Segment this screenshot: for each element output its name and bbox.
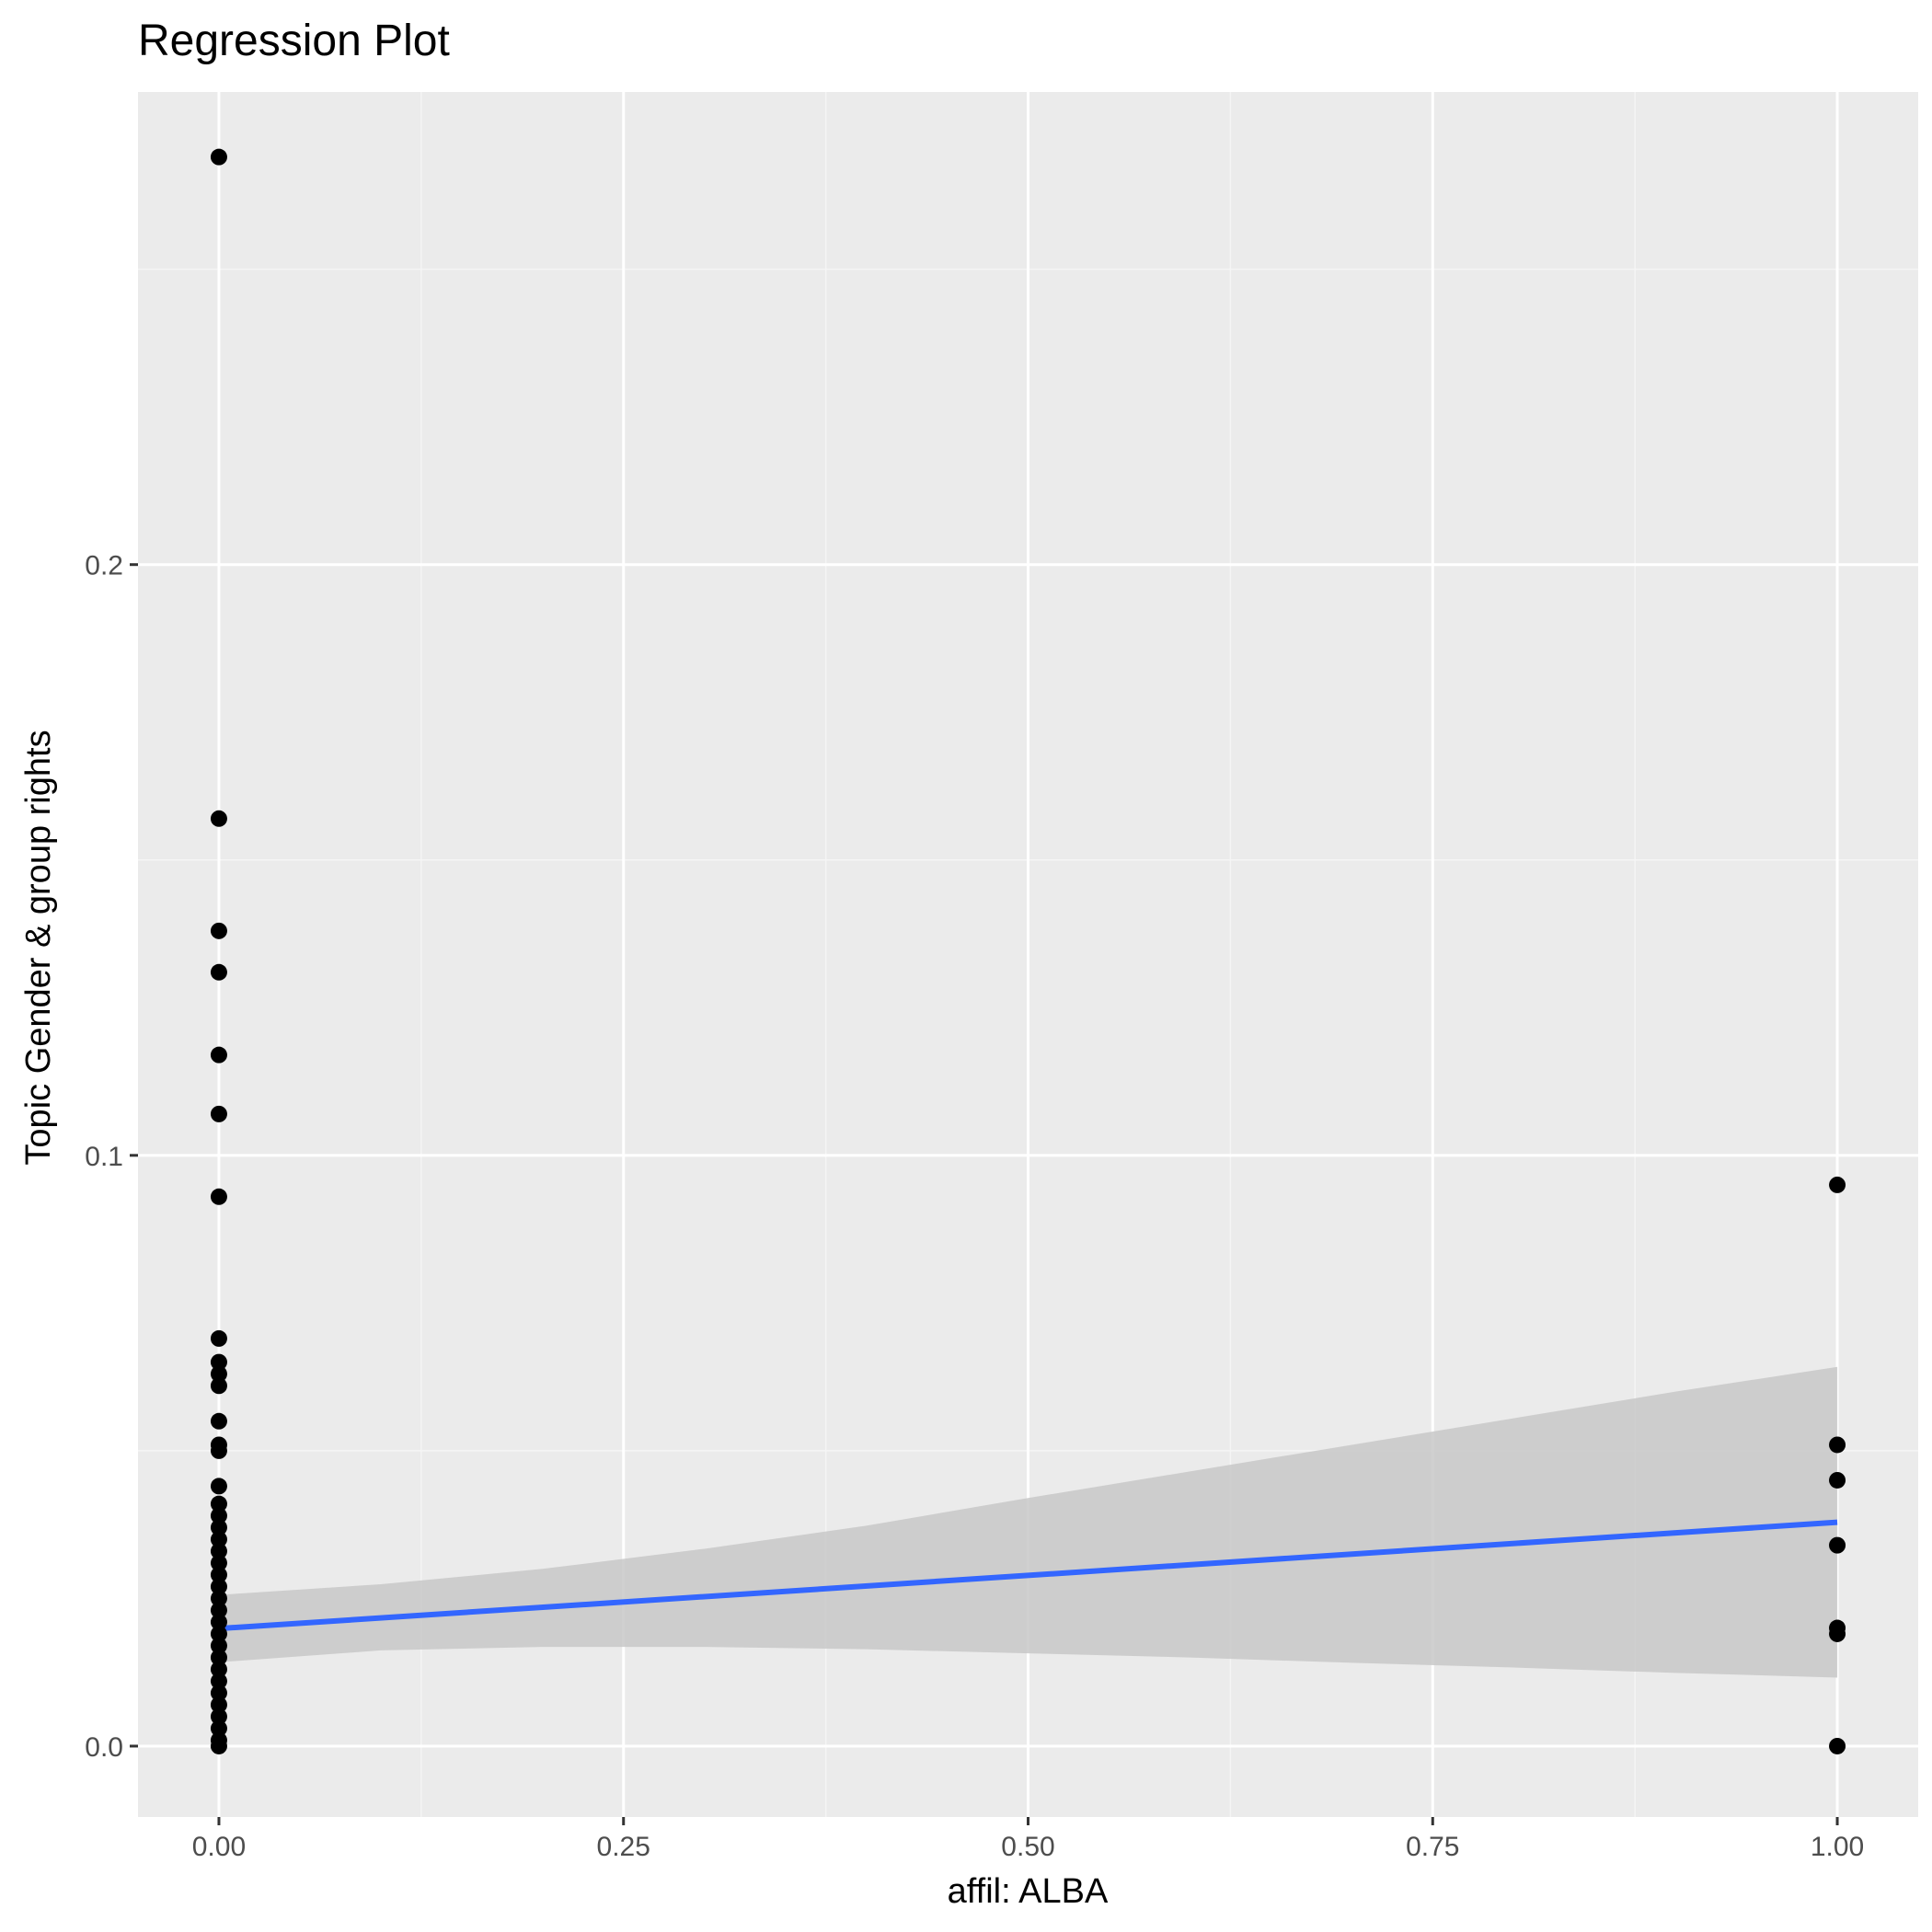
x-tick-label: 0.25: [597, 1832, 650, 1862]
data-points: [210, 148, 1846, 1754]
data-point: [210, 1046, 227, 1064]
y-tick-label: 0.1: [85, 1142, 123, 1172]
data-point: [210, 1377, 227, 1395]
data-point: [210, 1696, 227, 1713]
data-point: [210, 1507, 227, 1524]
y-tick-label: 0.2: [85, 551, 123, 581]
data-point: [1829, 1176, 1846, 1193]
data-point: [210, 1637, 227, 1654]
data-point: [210, 1353, 227, 1371]
data-point: [210, 1329, 227, 1347]
data-point: [210, 148, 227, 166]
y-tick-label: 0.0: [85, 1732, 123, 1763]
data-point: [210, 1737, 227, 1754]
data-point: [210, 1614, 227, 1631]
x-tick-label: 1.00: [1811, 1832, 1864, 1862]
y-axis-title: Topic Gender & group rights: [19, 730, 58, 1165]
x-tick-label: 0.50: [1001, 1832, 1054, 1862]
chart-title: Regression Plot: [138, 17, 450, 65]
x-tick-label: 0.75: [1406, 1832, 1459, 1862]
data-point: [210, 1578, 227, 1595]
data-point: [210, 1649, 227, 1666]
data-point: [210, 1519, 227, 1536]
data-point: [210, 922, 227, 939]
data-point: [210, 1105, 227, 1122]
data-point: [1829, 1625, 1846, 1642]
data-point: [210, 1365, 227, 1383]
data-point: [210, 1554, 227, 1571]
data-point: [1829, 1471, 1846, 1489]
data-point: [210, 1685, 227, 1702]
data-point: [1829, 1737, 1846, 1754]
data-point: [1829, 1536, 1846, 1554]
data-point: [210, 1602, 227, 1619]
axes: 0.00 0.25 0.50 0.75 1.00 0.0 0.1 0.2: [85, 551, 1864, 1862]
data-point: [210, 1590, 227, 1607]
x-tick-label: 0.00: [192, 1832, 246, 1862]
data-point: [210, 1442, 227, 1459]
data-point: [1829, 1436, 1846, 1454]
data-point: [210, 1495, 227, 1512]
regression-line-layer: [218, 1519, 1838, 1632]
data-point: [210, 1625, 227, 1642]
data-point: [210, 1412, 227, 1430]
data-point: [210, 1531, 227, 1548]
x-axis-title: affil: ALBA: [948, 1872, 1109, 1911]
data-point: [210, 963, 227, 981]
regression-line: [218, 1519, 1838, 1632]
data-point: [210, 1661, 227, 1678]
data-point: [210, 1566, 227, 1583]
data-point: [210, 1719, 227, 1737]
data-point: [210, 1708, 227, 1725]
data-point: [210, 1543, 227, 1560]
data-point: [210, 1478, 227, 1495]
data-point: [210, 810, 227, 827]
data-point: [210, 1188, 227, 1205]
data-point: [210, 1673, 227, 1690]
